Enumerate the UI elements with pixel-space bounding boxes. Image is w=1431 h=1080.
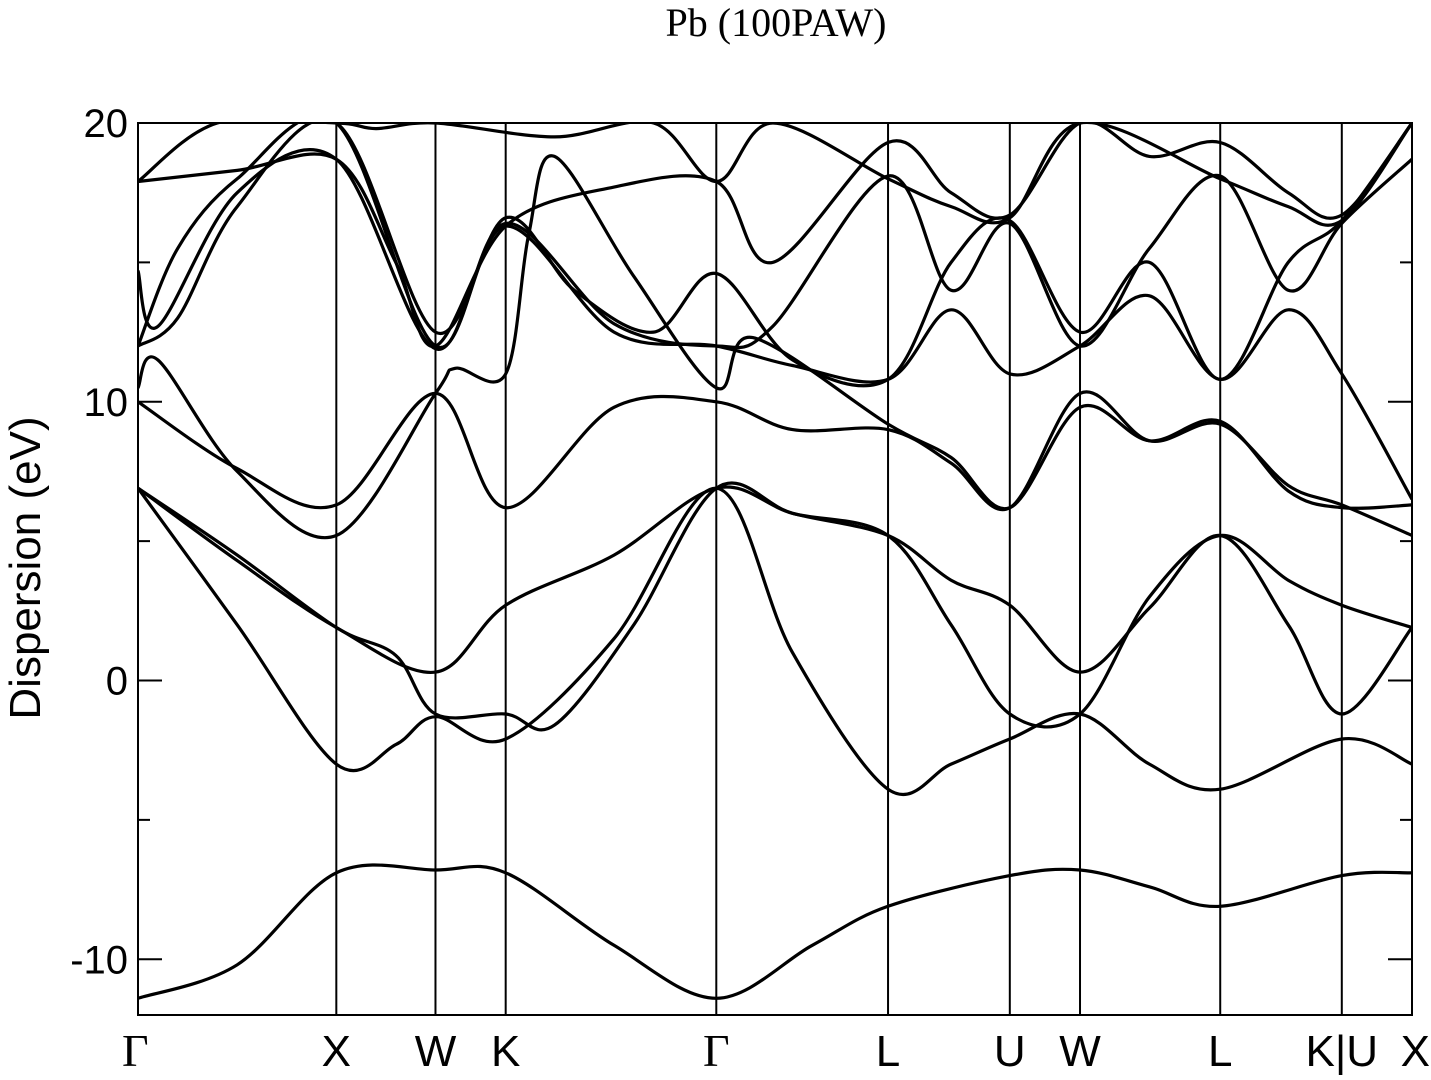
band-line-band-1: [138, 863, 1412, 1000]
x-tick-label: W: [415, 1027, 457, 1076]
x-tick-label: X: [1401, 1027, 1430, 1076]
chart-title: Pb (100PAW): [666, 0, 887, 45]
x-tick-label: X: [322, 1027, 351, 1076]
y-tick-label: -10: [70, 938, 128, 982]
x-tick-label: L: [876, 1027, 900, 1076]
x-tick-labels: Γ X W K Γ L U W L K|U X: [122, 1025, 1430, 1076]
x-tick-label: U: [994, 1027, 1026, 1076]
band-line-band-5: [138, 390, 1412, 537]
x-tick-label: L: [1208, 1027, 1232, 1076]
band-line-band-6: [138, 154, 1412, 540]
x-tick-label: W: [1059, 1027, 1101, 1076]
y-ticks: -10 0 10 20: [70, 102, 1412, 982]
band-line-band-8: [138, 123, 1412, 388]
band-line-band-2: [138, 486, 1412, 797]
y-axis-label: Dispersion (eV): [1, 416, 50, 719]
x-tick-label: Γ: [703, 1025, 730, 1076]
x-tick-label: K: [491, 1027, 520, 1076]
y-tick-label: 20: [84, 102, 129, 146]
x-tick-label: Γ: [122, 1025, 149, 1076]
y-tick-label: 0: [106, 660, 128, 704]
y-tick-label: 10: [84, 381, 129, 425]
symmetry-lines: [335, 123, 1343, 1015]
plot-frame: [137, 122, 1413, 1016]
x-tick-label: K|U: [1306, 1027, 1379, 1076]
band-line-band-11: [138, 123, 1412, 227]
